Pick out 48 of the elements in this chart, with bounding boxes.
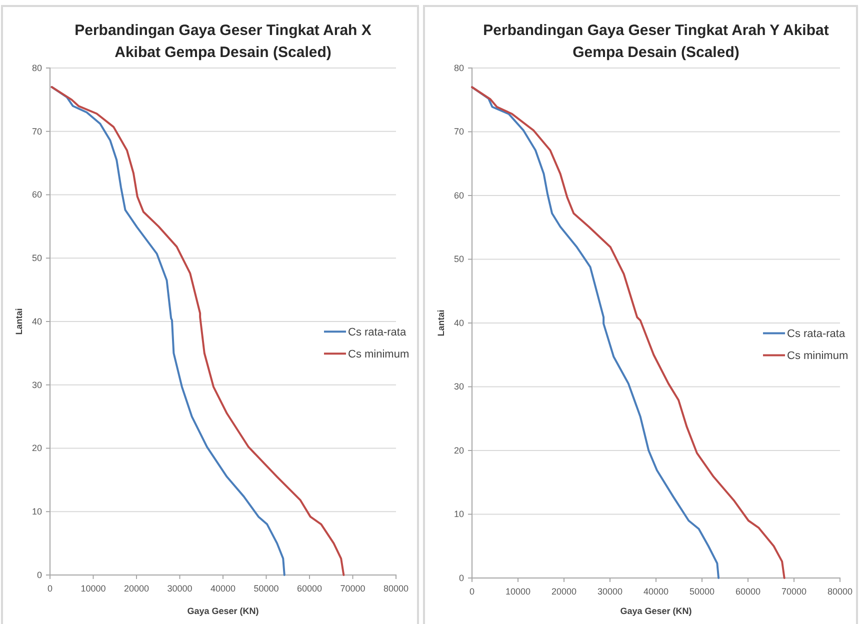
x-tick-label: 70000	[340, 583, 366, 594]
line-series	[471, 86, 786, 579]
x-tick-label: 0	[47, 583, 53, 594]
y-tick-label: 80	[32, 62, 42, 73]
y-tick-label: 60	[32, 190, 42, 200]
x-tick-label: 40000	[210, 583, 236, 594]
chart-title: Perbandingan Gaya Geser Tingkat Arah Y Akibat Gempa Desain (Scaled)	[483, 22, 829, 61]
y-tick-label: 0	[36, 570, 42, 580]
chart-title: Perbandingan Gaya Geser Tingkat Arah X Akibat Gempa Desain (Scaled)	[74, 22, 372, 61]
line-series	[50, 86, 345, 576]
y-tick-label: 10	[454, 509, 464, 520]
x-tick-label: 10000	[80, 583, 106, 594]
y-tick-label: 0	[458, 572, 464, 583]
x-tick-label: 80000	[383, 583, 409, 594]
x-tick-label: 0	[469, 586, 475, 596]
x-tick-label: 20000	[124, 583, 150, 594]
y-tick-label: 20	[454, 445, 464, 456]
x-tick-label: 30000	[597, 586, 623, 596]
y-tick-label: 70	[454, 126, 464, 137]
x-axis-title: Gaya Geser (KN)	[187, 606, 259, 616]
y-axis-title: Lantai	[436, 310, 446, 336]
legend-label: Cs rata-rata	[348, 326, 407, 339]
x-tick-label: 20000	[551, 586, 577, 596]
y-tick-label: 40	[32, 316, 42, 326]
x-tick-label: 80000	[827, 586, 853, 596]
x-tick-label: 10000	[505, 586, 531, 596]
y-tick-label: 30	[454, 382, 464, 392]
y-tick-label: 80	[454, 62, 464, 73]
x-tick-label: 40000	[643, 586, 669, 596]
y-tick-label: 50	[454, 254, 464, 264]
y-tick-label: 70	[32, 126, 42, 136]
x-tick-label: 60000	[735, 586, 761, 596]
y-tick-label: 10	[32, 506, 42, 517]
x-tick-label: 60000	[296, 583, 322, 594]
y-tick-label: 50	[32, 253, 42, 264]
x-tick-label: 50000	[254, 583, 279, 594]
y-tick-label: 20	[32, 443, 42, 454]
y-tick-label: 60	[454, 190, 464, 200]
legend-label: Cs minimum	[348, 348, 410, 361]
y-tick-label: 40	[454, 318, 464, 328]
y-tick-label: 30	[32, 380, 42, 390]
legend-label: Cs minimum	[787, 350, 848, 362]
legend-label: Cs rata-rata	[787, 328, 846, 340]
x-tick-label: 30000	[167, 583, 192, 594]
y-axis-title: Lantai	[14, 308, 24, 335]
x-tick-label: 50000	[689, 586, 715, 596]
x-tick-label: 70000	[781, 586, 807, 596]
x-axis-title: Gaya Geser (KN)	[620, 606, 692, 616]
